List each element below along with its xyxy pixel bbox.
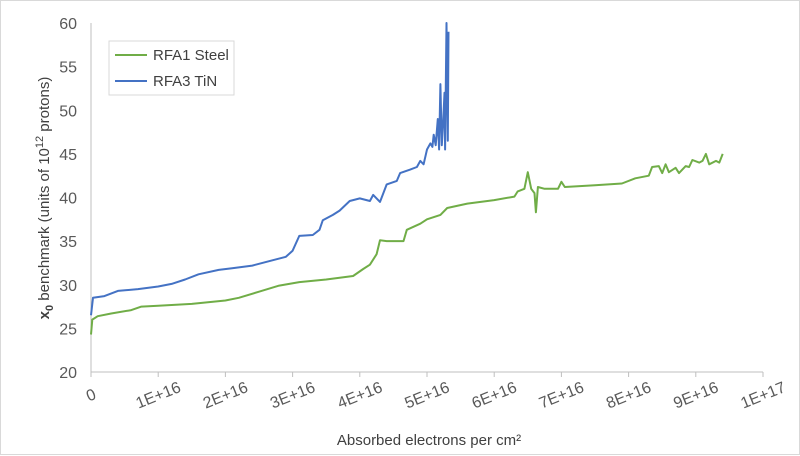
x-tick-label: 8E+16 [604, 379, 654, 412]
x-tick-label: 7E+16 [537, 379, 587, 412]
y-tick-label: 20 [59, 365, 77, 382]
y-tick-label: 30 [59, 278, 77, 295]
series-line-rfa3-tin [90, 22, 450, 316]
x-tick-label: 1E+17 [738, 379, 788, 412]
y-tick-label: 50 [59, 103, 77, 120]
x-axis-title: Absorbed electrons per cm² [337, 432, 521, 449]
x-tick-label: 3E+16 [268, 379, 318, 412]
series-line-rfa1-steel [90, 152, 724, 335]
y-tick-label: 45 [59, 147, 77, 164]
y-axis-title-x: x [36, 310, 53, 319]
x-tick-label: 1E+16 [134, 379, 184, 412]
y-tick-label: 40 [59, 191, 77, 208]
legend-label-rfa3-tin: RFA3 TiN [153, 73, 217, 90]
legend: RFA1 Steel RFA3 TiN [108, 40, 235, 96]
y-tick-label: 55 [59, 60, 77, 77]
y-axis-title-end: protons) [36, 77, 53, 136]
y-tick-label: 60 [59, 16, 77, 33]
y-axis-title: x0 benchmark (units of 1012 protons) [34, 77, 56, 320]
x-tick-label: 6E+16 [470, 379, 520, 412]
series-lines [90, 22, 724, 335]
x-tick-label: 5E+16 [402, 379, 452, 412]
y-axis-title-superscript: 12 [34, 136, 46, 148]
x-tick-label: 2E+16 [201, 379, 251, 412]
x-tick-label: 0 [84, 386, 99, 405]
y-tick-label: 35 [59, 234, 77, 251]
y-tick-label: 25 [59, 321, 77, 338]
x-tick-label: 4E+16 [335, 379, 385, 412]
legend-label-rfa1-steel: RFA1 Steel [153, 47, 229, 64]
x-tick-label: 9E+16 [671, 379, 721, 412]
y-axis-title-subscript: 0 [44, 305, 56, 311]
y-axis-title-mid: benchmark (units of 10 [36, 148, 53, 305]
legend-box [108, 40, 235, 96]
